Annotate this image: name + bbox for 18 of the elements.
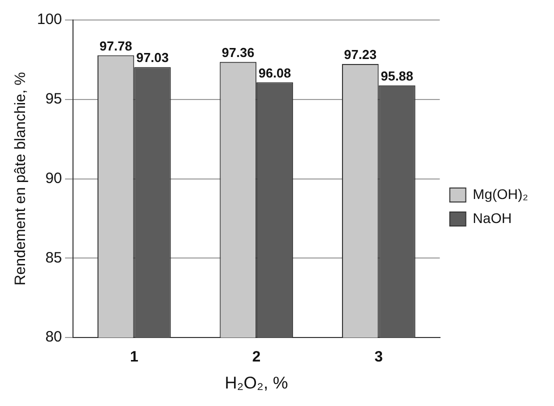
- data-label: 97.78: [100, 38, 132, 54]
- y-tick-label: 90: [45, 170, 62, 187]
- y-tick-label: 100: [36, 11, 62, 28]
- x-tick-label: 1: [130, 348, 138, 366]
- y-tick-label: 95: [45, 90, 62, 108]
- data-label: 97.23: [344, 47, 377, 62]
- data-label: 96.08: [258, 65, 292, 80]
- data-label: 97.03: [136, 50, 169, 66]
- legend-label: Mg(OH)₂: [472, 186, 528, 202]
- data-label: 95.88: [380, 68, 414, 84]
- x-tick-label: 2: [252, 348, 261, 366]
- data-label: 97.36: [222, 45, 254, 60]
- legend-label: NaOH: [472, 210, 512, 226]
- y-tick-label: 85: [45, 249, 62, 266]
- y-tick-label: 80: [45, 328, 62, 346]
- x-axis-title: H₂O₂, %: [224, 373, 288, 392]
- x-tick-label: 3: [374, 348, 383, 366]
- y-axis-title: Rendement en pâte blanchie, %: [12, 72, 30, 286]
